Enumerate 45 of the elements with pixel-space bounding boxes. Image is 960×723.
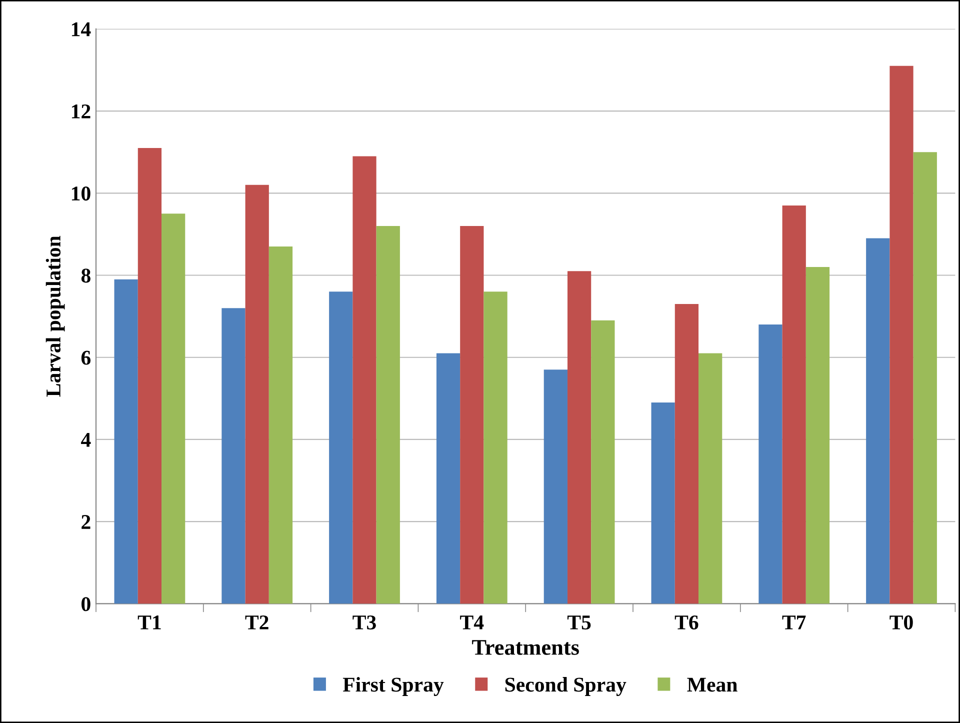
x-tick-label: T0 (890, 615, 913, 630)
bar (544, 370, 568, 604)
bar (866, 238, 890, 604)
x-tick-label: T4 (460, 616, 484, 630)
bar (591, 320, 615, 604)
bar (376, 226, 400, 604)
bar (484, 292, 508, 604)
bar (268, 246, 293, 604)
legend-label: First Spray (342, 677, 444, 696)
y-axis-title: Larval population (46, 236, 65, 397)
bar (890, 66, 914, 604)
bar (913, 152, 937, 604)
bar (114, 279, 138, 604)
bar (138, 148, 162, 604)
bar (245, 184, 269, 604)
bar (674, 304, 699, 604)
bar (758, 324, 782, 604)
x-tick-label: T3 (352, 615, 376, 630)
bar (698, 353, 722, 604)
bar (806, 267, 830, 604)
bar (329, 292, 353, 604)
x-tick-label: T7 (782, 616, 806, 630)
bar (567, 271, 592, 604)
y-tick-label: 10 (72, 186, 90, 201)
bar (352, 156, 376, 604)
bar (460, 226, 484, 604)
y-tick-label: 12 (72, 104, 90, 118)
x-tick-label: T6 (674, 615, 698, 630)
y-tick-label: 2 (82, 515, 90, 529)
x-tick-label: T1 (138, 616, 161, 630)
legend-label: Second Spray (505, 677, 626, 696)
bar (436, 353, 460, 604)
bar (651, 402, 675, 604)
x-tick-label: T2 (245, 615, 268, 630)
bar (222, 308, 246, 604)
x-tick-label: T5 (567, 616, 591, 630)
y-tick-label: 4 (81, 432, 91, 447)
y-tick-label: 6 (81, 350, 91, 365)
bar (162, 214, 186, 604)
y-tick-label: 8 (81, 268, 90, 283)
legend-label: Mean (687, 678, 738, 692)
y-tick-label: 14 (72, 22, 91, 36)
x-axis-title: Treatments (472, 640, 579, 655)
bar (782, 205, 806, 604)
y-tick-label: 0 (82, 597, 90, 612)
